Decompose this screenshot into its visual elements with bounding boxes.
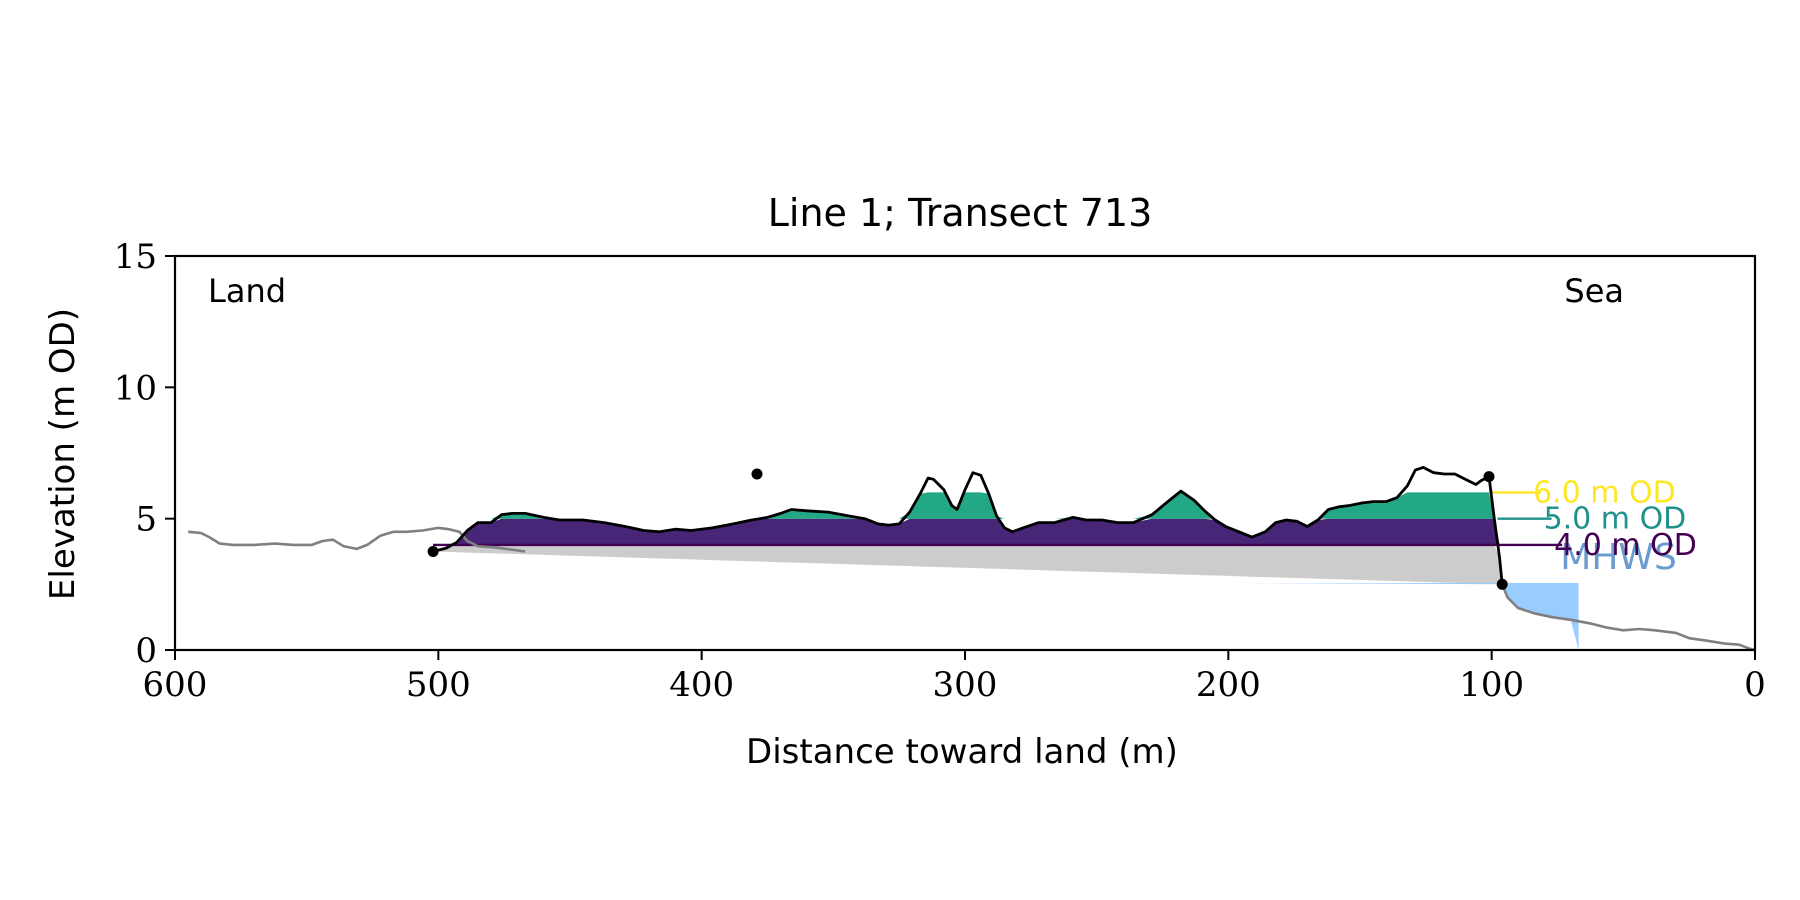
- threshold-label-6-0: 6.0 m OD: [1533, 475, 1676, 510]
- threshold-label-4-0: 4.0 m OD: [1554, 528, 1697, 563]
- x-tick-label-400: 400: [669, 665, 734, 705]
- fill-layer: [433, 492, 1579, 650]
- marker-layer: [427, 468, 1508, 590]
- y-tick-label-5: 5: [135, 500, 157, 540]
- profile-marker-3: [1483, 471, 1495, 483]
- x-tick-label-300: 300: [933, 665, 998, 705]
- y-axis-label: Elevation (m OD): [43, 308, 83, 600]
- profile-marker-4: [1496, 578, 1508, 590]
- below-toe-fill: [433, 544, 1503, 585]
- profile-marker-1: [427, 546, 439, 557]
- y-tick-label-15: 15: [114, 237, 157, 277]
- line-layer: [188, 465, 1756, 652]
- mhws-label: MHWS: [1560, 537, 1677, 578]
- x-tick-label-100: 100: [1459, 665, 1524, 705]
- chart-title: Line 1; Transect 713: [768, 191, 1153, 235]
- threshold-fill-4-0: [433, 518, 1503, 545]
- profile-landward: [188, 526, 526, 553]
- x-tick-label-0: 0: [1744, 665, 1766, 705]
- corner-label-land: Land: [208, 272, 286, 310]
- y-tick-label-0: 0: [135, 631, 157, 671]
- y-axis: 0 5 10 15: [114, 237, 175, 671]
- x-tick-label-600: 600: [143, 665, 208, 705]
- plot-area: MHWS 6.0 m OD5.0 m OD4.0 m OD: [188, 465, 1756, 652]
- profile-dune: [432, 465, 1490, 553]
- profile-marker-2: [751, 468, 763, 480]
- threshold-label-layer: MHWS 6.0 m OD5.0 m OD4.0 m OD: [1533, 475, 1697, 578]
- threshold-label-5-0: 5.0 m OD: [1544, 502, 1687, 537]
- profile-cliff: [1487, 476, 1504, 585]
- x-axis: 600 500 400 300 200 100 0: [143, 650, 1766, 705]
- corner-label-sea: Sea: [1564, 272, 1624, 310]
- profile-foreshore: [1500, 583, 1756, 652]
- x-tick-label-500: 500: [406, 665, 471, 705]
- threshold-fill-5-0: [433, 492, 1503, 519]
- mhws-fill: [1233, 583, 1579, 650]
- x-axis-label: Distance toward land (m): [746, 732, 1178, 772]
- x-tick-label-200: 200: [1196, 665, 1261, 705]
- y-tick-label-10: 10: [114, 368, 157, 408]
